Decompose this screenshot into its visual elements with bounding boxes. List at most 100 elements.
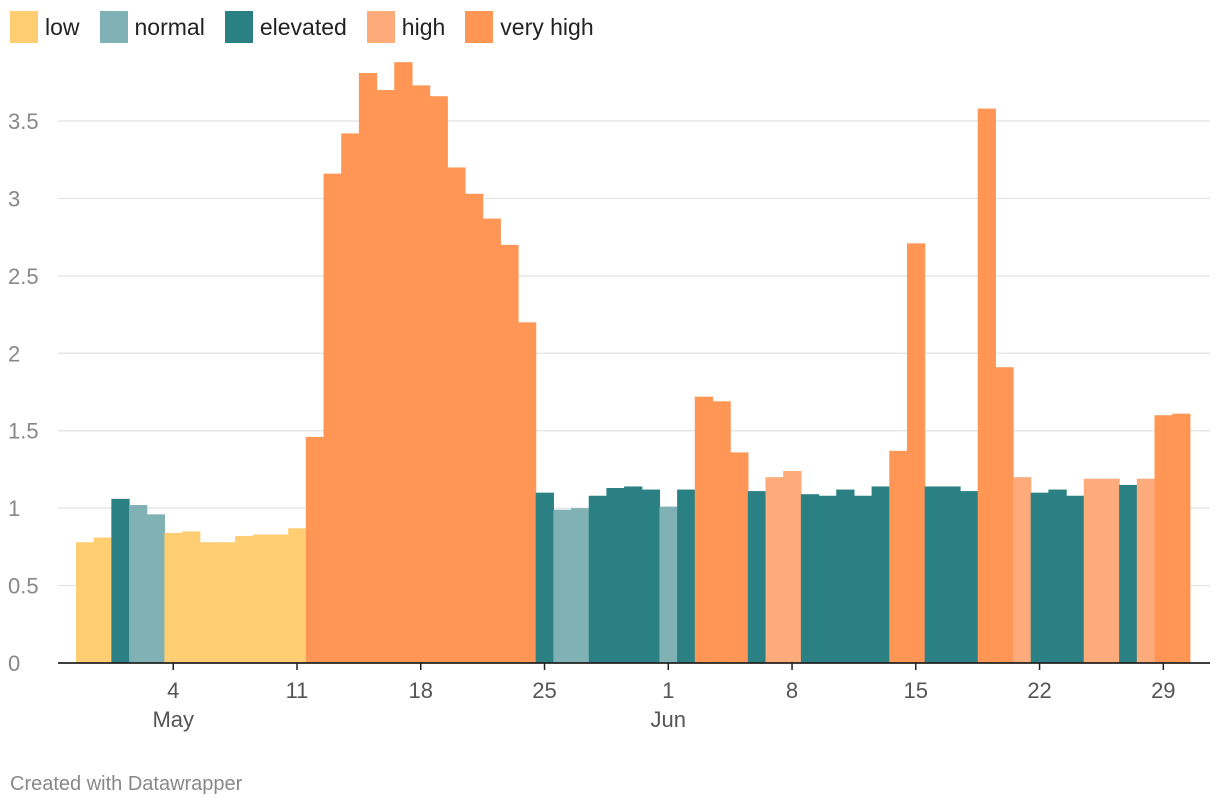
bar — [288, 528, 307, 663]
bar — [659, 506, 678, 663]
x-tick-label: 25 — [532, 678, 556, 703]
x-tick-label: 8 — [786, 678, 798, 703]
legend-item-high: high — [366, 11, 446, 43]
bar — [270, 534, 289, 663]
bar — [394, 62, 413, 663]
legend-swatch-high — [366, 11, 395, 43]
y-tick-label: 2.5 — [8, 264, 39, 289]
bar — [93, 537, 112, 663]
bar — [411, 85, 431, 663]
x-tick-label: 11 — [286, 678, 309, 703]
bar — [588, 495, 607, 663]
x-tick-label: 4 — [167, 678, 179, 703]
x-tick-label: 15 — [904, 678, 928, 703]
bar — [1101, 478, 1120, 663]
legend-label-low: low — [45, 13, 80, 40]
bar — [217, 542, 236, 663]
bar — [252, 534, 272, 663]
legend-item-normal: normal — [99, 11, 205, 43]
bar — [995, 367, 1014, 663]
bar — [553, 509, 572, 663]
bar — [235, 536, 254, 663]
legend-label-elevated: elevated — [259, 13, 347, 40]
bar — [853, 495, 873, 663]
bar — [1030, 492, 1049, 663]
y-tick-label: 2 — [8, 341, 20, 366]
bar — [447, 167, 466, 663]
x-month-label: Jun — [651, 707, 686, 732]
footer-credit: Created with Datawrapper — [10, 773, 243, 795]
bar — [1119, 484, 1138, 663]
legend-item-elevated: elevated — [224, 11, 347, 43]
y-tick-label: 1.5 — [8, 419, 39, 444]
bar — [977, 108, 996, 664]
bar — [76, 542, 95, 663]
bar — [535, 492, 554, 663]
bar — [146, 514, 165, 663]
bar — [1154, 415, 1173, 663]
bar — [182, 531, 201, 663]
x-tick-label: 1 — [662, 678, 674, 703]
bar — [1172, 413, 1191, 663]
bar — [164, 532, 183, 663]
x-tick-label: 22 — [1027, 678, 1051, 703]
legend-swatch-elevated — [224, 11, 253, 43]
bar — [694, 396, 714, 663]
y-tick-label: 3 — [8, 186, 20, 211]
bar — [1083, 478, 1103, 663]
bar — [482, 218, 501, 663]
x-tick-label: 29 — [1151, 678, 1175, 703]
bar — [730, 452, 749, 663]
bar — [924, 486, 943, 663]
bar — [305, 436, 325, 663]
y-axis: 0 0.5 1 1.5 2 2.5 3 3.5 — [8, 109, 39, 676]
bar — [765, 477, 784, 663]
legend-swatch-very-high — [465, 11, 494, 43]
bar — [323, 173, 342, 663]
bar — [464, 193, 484, 663]
bar — [712, 401, 731, 663]
y-tick-label: 0.5 — [8, 574, 39, 599]
legend-item-low: low — [10, 11, 80, 43]
bar — [429, 96, 448, 664]
bar — [836, 489, 855, 663]
bar — [942, 486, 961, 663]
bar — [199, 542, 219, 663]
bar — [641, 489, 661, 663]
bar — [358, 72, 378, 664]
legend: low normal elevated high very high — [10, 10, 614, 44]
bar — [341, 133, 360, 663]
bar — [624, 486, 643, 663]
y-tick-label: 1 — [8, 496, 20, 521]
y-tick-label: 3.5 — [8, 109, 39, 134]
x-month-label: May — [152, 707, 194, 732]
legend-item-very-high: very high — [465, 11, 594, 43]
bar — [1066, 495, 1085, 663]
bar — [960, 491, 979, 663]
bar — [906, 243, 926, 663]
bar — [1013, 477, 1032, 663]
legend-label-normal: normal — [134, 13, 205, 40]
legend-swatch-low — [10, 11, 38, 43]
bar — [871, 486, 890, 663]
bar — [783, 470, 802, 663]
bar — [889, 450, 908, 663]
bar — [747, 491, 767, 663]
legend-swatch-normal — [99, 11, 128, 43]
bar — [818, 495, 837, 663]
bar — [677, 489, 696, 663]
y-tick-label: 0 — [8, 651, 20, 676]
bar — [1048, 489, 1067, 663]
bar — [376, 90, 395, 663]
legend-label-high: high — [401, 13, 446, 40]
bar — [800, 494, 820, 663]
x-axis: 4 May 11 18 25 1 Jun 8 15 22 29 — [152, 663, 1176, 732]
x-tick-label: 18 — [409, 678, 433, 703]
bar — [1136, 478, 1156, 663]
bar — [518, 322, 537, 663]
legend-label-very-high: very high — [500, 13, 594, 40]
bar — [606, 488, 625, 663]
bar — [111, 498, 130, 663]
bar — [500, 244, 519, 663]
